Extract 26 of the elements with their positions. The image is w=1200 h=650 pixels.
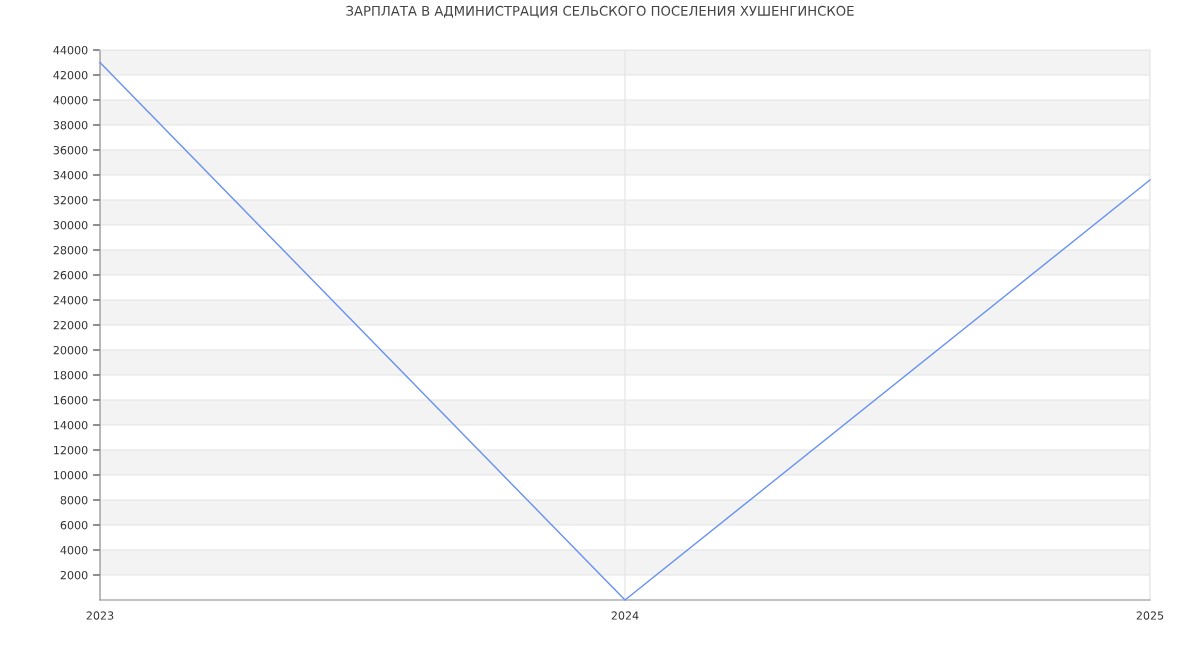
y-tick-label: 2000 [60, 570, 88, 580]
y-tick-label: 44000 [53, 45, 88, 55]
y-tick-label: 16000 [54, 395, 88, 405]
y-tick-label: 30000 [53, 220, 88, 230]
y-tick-label: 14000 [54, 420, 88, 430]
y-tick-label: 4000 [60, 545, 88, 555]
y-tick-label: 18000 [54, 370, 88, 380]
y-tick-label: 38000 [53, 120, 88, 130]
x-tick-label: 2025 [1136, 611, 1164, 620]
y-tick-label: 28000 [53, 245, 88, 255]
y-tick-label: 22000 [53, 320, 88, 330]
y-tick-label: 6000 [60, 520, 88, 530]
x-tick-label: 2024 [611, 611, 639, 620]
y-tick-label: 8000 [60, 495, 88, 505]
y-tick-label: 24000 [53, 295, 88, 305]
y-tick-label: 26000 [53, 270, 88, 280]
y-tick-label: 10000 [54, 470, 88, 480]
y-tick-label: 36000 [53, 145, 88, 155]
y-tick-label: 20000 [53, 345, 88, 355]
y-tick-label: 34000 [53, 170, 88, 180]
y-tick-label: 42000 [53, 70, 88, 80]
y-tick-label: 12000 [54, 445, 88, 455]
y-tick-label: 32000 [53, 195, 88, 205]
y-tick-label: 40000 [53, 95, 88, 105]
chart-title: ЗАРПЛАТА В АДМИНИСТРАЦИЯ СЕЛЬСКОГО ПОСЕЛЕНИЯ ХУШЕНГИНСКОЕ [346, 5, 854, 18]
x-tick-label: 2023 [86, 611, 114, 620]
